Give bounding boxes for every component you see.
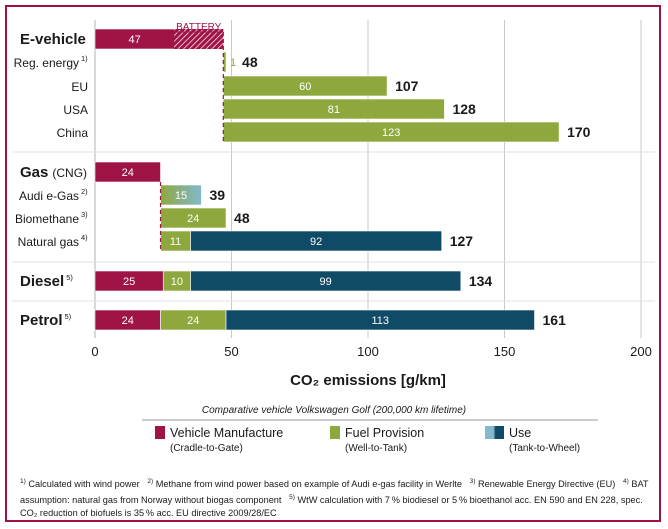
row-total-gas-bio: 48	[234, 210, 250, 226]
bar-ev-eu-0	[223, 75, 388, 97]
bar-value-diesel-1: 10	[171, 276, 183, 288]
row-total-ev-reg: 48	[242, 54, 258, 70]
bar-value-gas-nat-0: 11	[170, 236, 181, 248]
row-label-sup-diesel: 5)	[66, 273, 73, 282]
bar-value-ev-0: 47	[128, 34, 140, 46]
row-label-ev: E-vehicle	[20, 31, 86, 48]
row-total-petrol: 161	[543, 312, 567, 328]
x-tick-label-150: 150	[494, 344, 516, 359]
bar-value-gas-nat-1: 92	[310, 236, 322, 248]
x-axis-label: CO₂ emissions [g/km]	[290, 372, 446, 389]
row-label-sup-petrol: 5)	[65, 312, 72, 321]
legend-swatch-use	[485, 426, 504, 439]
legend-sub-vehicle_manufacture: (Cradle-to-Gate)	[170, 443, 243, 454]
footnotes: 1) Calculated with wind power 2) Methane…	[20, 475, 650, 520]
row-total-ev-eu: 107	[395, 78, 419, 94]
row-label-gas-audi: Audi e-Gas	[19, 189, 79, 203]
bar-battery-hatch	[174, 29, 224, 49]
x-tick-label-50: 50	[224, 344, 238, 359]
footnote-4-mark: 4)	[622, 478, 629, 485]
legend-label-vehicle_manufacture: Vehicle Manufacture	[170, 426, 283, 440]
row-label-ev-usa: USA	[63, 103, 88, 117]
footnote-2-mark: 2)	[147, 478, 154, 485]
legend-swatch-fuel_provision	[330, 426, 340, 439]
bar-value-gas-bio-0: 24	[187, 213, 199, 225]
legend-sub-use: (Tank-to-Wheel)	[509, 443, 580, 454]
row-label-petrol: Petrol	[20, 312, 63, 329]
chart-frame	[5, 5, 661, 522]
row-label-sup-gas-audi: 2)	[81, 187, 88, 196]
x-tick-label-100: 100	[357, 344, 379, 359]
bar-value-ev-china-0: 123	[382, 127, 400, 139]
row-label-sup-ev-reg: 1)	[81, 54, 88, 63]
bar-value-diesel-0: 25	[123, 276, 135, 288]
row-total-diesel: 134	[469, 273, 493, 289]
bar-value-ev-usa-0: 81	[328, 104, 340, 116]
bar-value-petrol-2: 113	[372, 315, 390, 327]
legend-sub-fuel_provision: (Well-to-Tank)	[345, 443, 407, 454]
legend-label-use: Use	[509, 426, 531, 440]
footnote-2: Methane from wind power based on example…	[155, 479, 462, 490]
row-label-gas: Gas (CNG)	[20, 164, 87, 181]
footnote-5-mark: 5)	[289, 494, 295, 502]
row-label-gas-nat: Natural gas	[18, 235, 79, 249]
bar-value-gas-audi-0: 15	[175, 190, 187, 202]
row-label-ev-reg: Reg. energy	[14, 56, 79, 70]
footnote-1-mark: 1)	[20, 478, 26, 485]
row-total-ev-usa: 128	[452, 101, 476, 117]
bar-value-petrol-0: 24	[122, 315, 134, 327]
footnote-4: BAT assumption: natural gas from Norway …	[20, 479, 649, 506]
legend-title: Comparative vehicle Volkswagen Golf (200…	[202, 405, 466, 416]
row-total-gas-audi: 39	[209, 187, 225, 203]
bar-petrol-2	[225, 309, 535, 331]
row-total-gas-nat: 127	[450, 233, 474, 249]
bar-value-gas-0: 24	[122, 167, 134, 179]
footnote-1: Calculated with wind power	[28, 479, 140, 490]
footnote-5: WtW calculation with 7 % biodiesel or 5 …	[20, 495, 643, 519]
footnote-3: Renewable Energy Directive (EU)	[477, 479, 616, 490]
bar-value-diesel-2: 99	[320, 276, 332, 288]
bar-gas-audi-0	[160, 184, 202, 206]
row-label-sup-gas-nat: 4)	[81, 233, 88, 242]
legend-swatch-vehicle_manufacture	[155, 426, 165, 439]
bar-diesel-2	[190, 270, 462, 292]
row-label-ev-china: China	[57, 126, 89, 140]
row-total-ev-china: 170	[567, 124, 591, 140]
bar-value-petrol-1: 24	[187, 315, 199, 327]
bar-gas-0	[94, 161, 161, 183]
x-tick-label-0: 0	[91, 344, 98, 359]
footnote-3-mark: 3)	[469, 478, 476, 485]
legend-label-fuel_provision: Fuel Provision	[345, 426, 424, 440]
row-label-diesel: Diesel	[20, 273, 64, 290]
bar-value-ev-reg-0: 1	[230, 57, 236, 69]
row-label-ev-eu: EU	[71, 80, 88, 94]
battery-label: BATTERY	[176, 22, 222, 33]
bar-gas-nat-1	[190, 230, 443, 252]
x-tick-label-200: 200	[630, 344, 652, 359]
emissions-chart: 0 50 100 150 200 CO₂ emissions [g/km] E-vehicl…	[12, 20, 655, 454]
row-label-gas-bio: Biomethane	[15, 212, 79, 226]
row-label-sup-gas-bio: 3)	[81, 210, 88, 219]
bar-value-ev-eu-0: 60	[299, 81, 311, 93]
